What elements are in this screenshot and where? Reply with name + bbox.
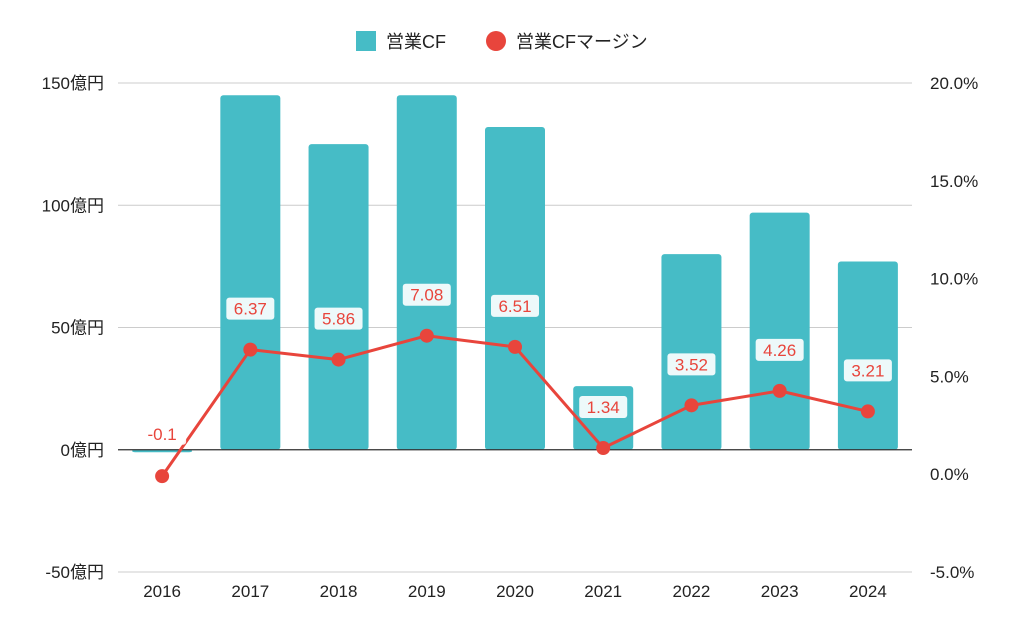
data-label-bg (138, 422, 187, 445)
bar-2016 (132, 449, 193, 453)
legend-line-label: 営業CFマージン (516, 32, 648, 52)
x-tick-label: 2022 (673, 582, 711, 601)
left-axis: 150億円 100億円 50億円 0億円 -50億円 (42, 74, 104, 582)
left-tick-label: 50億円 (51, 319, 104, 338)
data-label-bg (402, 283, 451, 306)
data-label: 1.34 (587, 398, 620, 417)
left-tick-label: -50億円 (45, 563, 104, 582)
bar-series (132, 95, 898, 453)
right-tick-label: -5.0% (930, 563, 974, 582)
left-tick-label: 100億円 (42, 196, 104, 215)
data-label: 6.51 (498, 297, 531, 316)
data-labels: -0.1 6.37 5.86 7.08 6.51 1.34 3.52 4.26 3.21 (138, 283, 892, 445)
point-2019 (419, 328, 434, 343)
x-tick-label: 2018 (320, 582, 358, 601)
legend-bar-label: 営業CF (386, 32, 446, 52)
data-label: 7.08 (410, 286, 443, 305)
data-label: 4.26 (763, 341, 796, 360)
bar-2024 (837, 261, 898, 450)
right-tick-label: 15.0% (930, 172, 978, 191)
data-label-bg (667, 353, 716, 376)
data-label-bg (843, 359, 892, 382)
point-2020 (508, 339, 522, 354)
data-label: -0.1 (147, 425, 176, 444)
x-tick-label: 2023 (761, 582, 799, 601)
x-tick-label: 2017 (231, 582, 269, 601)
x-tick-label: 2020 (496, 582, 534, 601)
line-series (155, 328, 875, 484)
data-label-bg (491, 294, 539, 317)
data-label: 5.86 (322, 310, 355, 329)
data-label: 3.52 (675, 355, 708, 374)
bar-2020 (485, 127, 545, 450)
data-label-bg (579, 395, 628, 418)
right-tick-label: 10.0% (930, 270, 978, 289)
x-axis: 2016 2017 2018 2019 2020 2021 2022 2023 2024 (143, 582, 887, 601)
x-tick-label: 2021 (584, 582, 622, 601)
data-label-bg (226, 297, 275, 320)
data-label-bg (755, 338, 804, 361)
point-2018 (331, 352, 346, 367)
point-2017 (243, 342, 258, 357)
bar-2017 (220, 95, 281, 450)
x-tick-label: 2024 (849, 582, 887, 601)
right-tick-label: 0.0% (930, 465, 969, 484)
point-2023 (772, 383, 787, 398)
data-label: 6.37 (234, 300, 267, 319)
legend-line-swatch (486, 31, 506, 51)
bar-2018 (308, 144, 369, 450)
data-label: 3.21 (851, 361, 884, 380)
legend: 営業CF 営業CFマージン (356, 31, 648, 52)
x-tick-label: 2016 (143, 582, 181, 601)
right-tick-label: 20.0% (930, 74, 978, 93)
left-tick-label: 150億円 (42, 74, 104, 93)
point-2022 (684, 398, 699, 413)
point-2021 (596, 440, 611, 455)
bar-2023 (749, 212, 810, 450)
legend-bar-swatch (356, 31, 376, 51)
data-label-bg (314, 307, 363, 330)
bar-2019 (396, 95, 457, 450)
x-tick-label: 2019 (408, 582, 446, 601)
bar-2022 (661, 254, 722, 450)
right-tick-label: 5.0% (930, 367, 969, 386)
left-tick-label: 0億円 (61, 441, 104, 460)
point-2024 (860, 404, 875, 419)
right-axis: 20.0% 15.0% 10.0% 5.0% 0.0% -5.0% (930, 74, 978, 582)
point-2016 (155, 469, 170, 484)
